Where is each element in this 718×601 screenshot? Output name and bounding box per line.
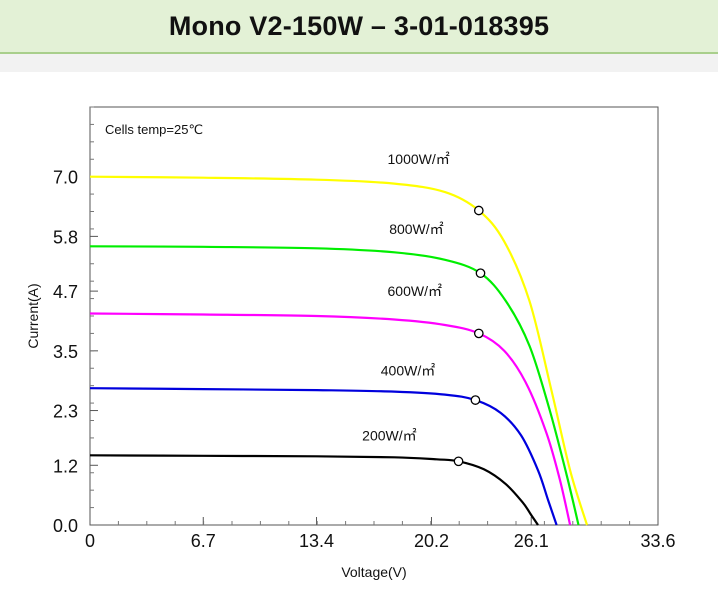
title-bar: Mono V2-150W – 3-01-018395 — [0, 0, 718, 54]
mpp-marker-200 — [453, 456, 464, 467]
y-tick-label: 0.0 — [53, 516, 78, 536]
chart-annotation-temp: Cells temp=25℃ — [105, 122, 203, 137]
mpp-marker-800 — [475, 268, 486, 279]
y-tick-label: 1.2 — [53, 456, 78, 476]
y-tick-label: 2.3 — [53, 402, 78, 422]
mpp-marker-600 — [473, 328, 484, 339]
y-tick-label: 7.0 — [53, 168, 78, 188]
series-line-400 — [89, 387, 558, 526]
x-axis-label: Voltage(V) — [341, 564, 406, 580]
y-tick-label: 5.8 — [53, 227, 78, 247]
x-tick-label: 6.7 — [191, 531, 216, 551]
series-label-800: 800W/㎡ — [389, 221, 443, 237]
series-label-600: 600W/㎡ — [388, 283, 442, 299]
series-layer: 1000W/㎡ 800W/㎡ 600W/㎡ 400W/㎡ 200W/㎡ — [89, 151, 589, 526]
x-tick-label: 13.4 — [299, 531, 334, 551]
series-line-200 — [89, 454, 539, 526]
series-label-400: 400W/㎡ — [381, 363, 435, 379]
y-axis-label: Current(A) — [25, 283, 41, 348]
page-title: Mono V2-150W – 3-01-018395 — [168, 10, 550, 41]
y-tick-label: 3.5 — [53, 342, 78, 362]
series-line-600 — [89, 312, 572, 526]
y-axis: 0.0 1.2 2.3 3.5 4.7 5.8 7.0 — [53, 106, 98, 536]
x-tick-label: 26.1 — [514, 531, 549, 551]
series-label-200: 200W/㎡ — [362, 427, 416, 443]
iv-curve-chart: 0.0 1.2 2.3 3.5 4.7 5.8 7.0 0 6.7 13.4 20.2 26.1 33… — [25, 106, 676, 580]
mpp-marker-400 — [470, 395, 481, 405]
x-axis: 0 6.7 13.4 20.2 26.1 33.6 — [85, 517, 676, 551]
series-line-800 — [89, 245, 580, 526]
x-tick-label: 33.6 — [640, 531, 675, 551]
plot-frame — [89, 106, 659, 526]
series-label-1000: 1000W/㎡ — [388, 151, 450, 167]
separator-band — [0, 54, 718, 72]
x-tick-label: 0 — [85, 531, 95, 551]
mpp-marker-1000 — [473, 205, 484, 216]
y-tick-label: 4.7 — [53, 282, 78, 302]
x-tick-label: 20.2 — [414, 531, 449, 551]
